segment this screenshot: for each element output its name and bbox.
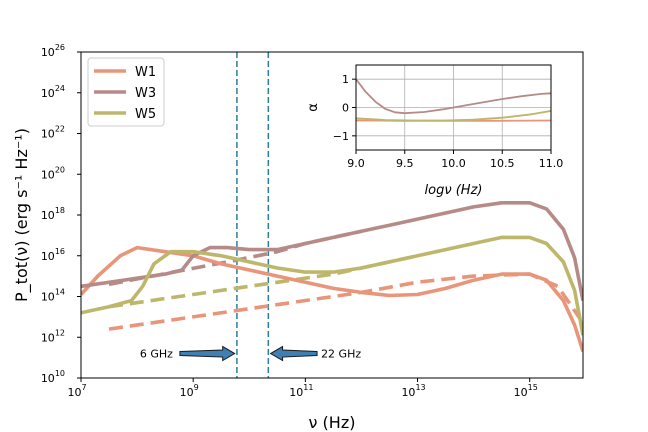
y-tick-label: 1022 [41,125,65,141]
legend-label-W5: W5 [135,107,156,122]
frequency-annotations: 6 GHz 22 GHz [140,345,361,362]
x-tick-label: 1013 [401,383,425,399]
inset-lines [356,78,551,122]
annotation-arrow-2 [269,345,318,362]
x-tick-label: 109 [180,383,199,399]
inset-y-axis-label: α [306,103,321,112]
y-tick-label: 1020 [41,165,65,181]
y-tick-label: 1014 [41,288,65,304]
y-tick-label: 1024 [41,84,65,100]
legend-label-W1: W1 [135,65,156,80]
inset-x-tick-label: 10.0 [441,157,466,170]
inset-x-tick-label: 9.0 [347,157,365,170]
y-tick-label: 1026 [41,43,65,59]
x-tick-label: 1015 [514,383,538,399]
x-tick-label: 1011 [289,383,313,399]
series-line-model-dashed [108,272,582,331]
legend-label-W3: W3 [135,86,156,101]
inset-y-tick-label: 1 [342,73,349,86]
series-line-W3-solid [81,201,583,301]
y-tick-label: 1010 [41,369,65,385]
annotation-label-2: 22 GHz [321,348,361,361]
inset-y-tick-label: −1 [333,130,349,143]
inset-x-tick-label: 9.5 [396,157,414,170]
inset-x-tick-label: 10.5 [490,157,515,170]
series-line-W1-solid [81,245,583,353]
y-tick-label: 1016 [41,247,65,263]
y-tick-label: 1018 [41,206,65,222]
inset-x-axis-label: logν (Hz) [425,183,483,198]
x-axis-label: ν (Hz) [309,413,356,432]
series-line-W5-solid [81,235,583,336]
annotation-arrow-1 [179,345,236,362]
y-axis-label: P_tot(ν) (erg s⁻¹ Hz⁻¹) [12,128,32,302]
annotation-label-1: 6 GHz [140,348,173,361]
y-tick-label: 1012 [41,328,65,344]
main-plot-lines [81,52,583,378]
inset-series-W5 [356,110,551,122]
x-tick-label: 107 [67,383,86,399]
inset-spectral-index-plot: 9.0 9.5 10.0 10.5 11.0 1 0 −1 logν (Hz) α [306,64,564,198]
legend: W1 W3 W5 [87,57,165,127]
inset-x-tick-label: 11.0 [539,157,564,170]
inset-y-tick-label: 0 [342,102,349,115]
inset-series-W3 [356,78,551,115]
